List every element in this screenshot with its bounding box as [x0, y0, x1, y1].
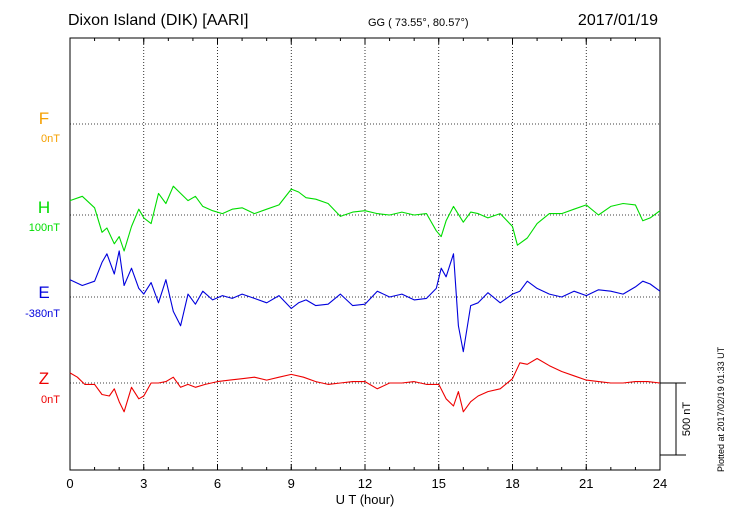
plot-date: 2017/01/19 [577, 12, 658, 29]
x-tick-label: 15 [432, 476, 446, 491]
series-line-e [69, 250, 661, 353]
series-label-e: E [38, 283, 49, 302]
series-line-z [69, 357, 661, 413]
x-tick-label: 24 [653, 476, 667, 491]
x-axis-label: U T (hour) [336, 492, 395, 507]
series-label-z: Z [39, 369, 49, 388]
series-label-f: F [39, 109, 49, 128]
series-label-h: H [38, 198, 50, 217]
series-line-h [69, 185, 661, 252]
x-tick-label: 12 [358, 476, 372, 491]
series-baseline-label-h: 100nT [29, 222, 60, 234]
x-tick-label: 18 [505, 476, 519, 491]
x-tick-label: 0 [66, 476, 73, 491]
station-title: Dixon Island (DIK) [AARI] [68, 12, 249, 29]
x-tick-label: 3 [140, 476, 147, 491]
x-tick-label: 21 [579, 476, 593, 491]
x-tick-label: 6 [214, 476, 221, 491]
series-baseline-label-z: 0nT [41, 394, 60, 406]
scale-bar-label: 500 nT [681, 402, 693, 437]
plot-timestamp-note: Plotted at 2017/02/19 01:33 UT [700, 240, 726, 480]
series-baseline-label-e: -380nT [25, 308, 60, 320]
plot-timestamp-text: Plotted at 2017/02/19 01:33 UT [716, 346, 726, 472]
series-baseline-label-f: 0nT [41, 133, 60, 145]
x-tick-label: 9 [288, 476, 295, 491]
coordinates-label: GG ( 73.55°, 80.57°) [368, 17, 469, 29]
